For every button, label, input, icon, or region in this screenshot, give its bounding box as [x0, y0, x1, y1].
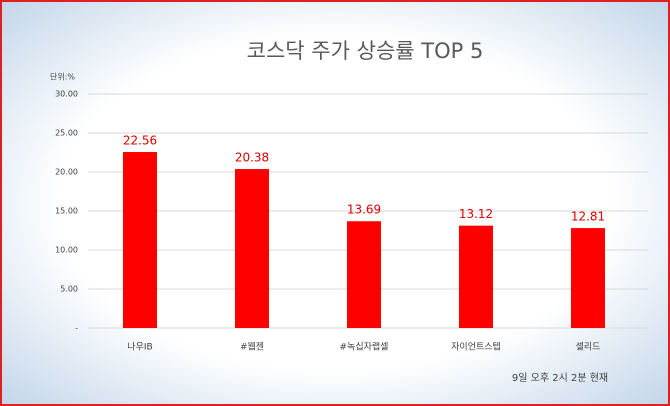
data-label: 13.12 — [459, 207, 493, 221]
bar — [459, 225, 493, 328]
y-tick-label: 20.00 — [55, 168, 78, 177]
y-tick-label: 10.00 — [55, 246, 78, 255]
x-tick-label: 자이언트스텝 — [451, 341, 501, 353]
bar — [235, 169, 269, 328]
data-label: 13.69 — [347, 203, 381, 217]
data-label: 22.56 — [123, 134, 157, 148]
data-label: 20.38 — [235, 151, 269, 165]
y-tick-label: 15.00 — [55, 207, 78, 216]
y-tick-label: - — [75, 324, 78, 333]
bar — [347, 221, 381, 328]
x-tick-label: 나우IB — [127, 342, 152, 353]
y-tick-label: 25.00 — [55, 129, 78, 138]
bar — [571, 228, 605, 328]
footnote: 9일 오후 2시 2분 현재 — [512, 372, 608, 384]
data-label: 12.81 — [571, 210, 605, 224]
x-tick-label: #녹십자랩셀 — [340, 341, 389, 353]
unit-label: 단위:% — [50, 72, 75, 82]
bar — [123, 152, 157, 328]
x-tick-label: 셀리드 — [576, 342, 601, 353]
y-tick-label: 5.00 — [60, 285, 78, 294]
chart-title: 코스닥 주가 상승률 TOP 5 — [247, 39, 484, 63]
y-tick-label: 30.00 — [55, 90, 78, 99]
x-tick-label: #웹젠 — [240, 342, 264, 353]
